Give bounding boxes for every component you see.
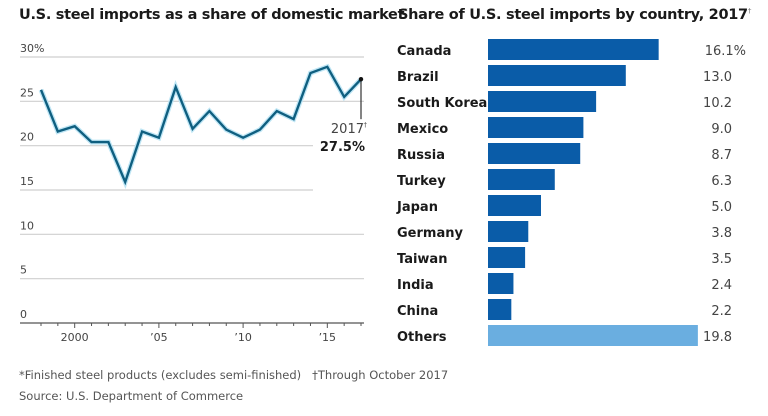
- bar-chart-title: Share of U.S. steel imports by country, …: [398, 7, 751, 23]
- bar: [488, 247, 526, 268]
- bar: [488, 91, 597, 112]
- bar-value-label: 2.2: [711, 304, 732, 319]
- bar-category-label: Turkey: [397, 174, 446, 189]
- bar-row: South Korea 10.2: [397, 91, 732, 112]
- line-chart-series: [38, 63, 363, 190]
- bar-category-label: Germany: [397, 226, 463, 241]
- line-chart-title-marker: *: [404, 7, 408, 16]
- line-chart-title: U.S. steel imports as a share of domesti…: [19, 7, 408, 23]
- y-tick-label: 30%: [20, 42, 44, 55]
- bar: [488, 117, 584, 138]
- bar-row: Germany 3.8: [397, 221, 732, 242]
- x-tick-label: 2000: [61, 331, 89, 344]
- bar-row: Mexico 9.0: [397, 117, 732, 138]
- y-tick-label: 0: [20, 308, 27, 321]
- line-series-path: [39, 65, 362, 186]
- bar-category-label: China: [397, 304, 438, 319]
- bar-category-label: Others: [397, 330, 447, 345]
- bar: [488, 273, 514, 294]
- bar-value-label: 19.8: [703, 330, 732, 345]
- bar: [488, 195, 541, 216]
- bar-value-label: 13.0: [703, 70, 732, 85]
- y-tick-label: 5: [20, 264, 27, 277]
- bar-row: Brazil 13.0: [397, 65, 732, 86]
- bar-category-label: Russia: [397, 148, 445, 163]
- line-chart-annotation: 2017 † 27.5%: [320, 76, 368, 155]
- bar: [488, 143, 581, 164]
- bar-chart-title-marker: †: [747, 7, 752, 16]
- y-tick-label: 25: [20, 86, 34, 99]
- source-note: Source: U.S. Department of Commerce: [19, 389, 244, 403]
- bar: [488, 325, 698, 346]
- bar-category-label: Japan: [396, 200, 438, 215]
- bar-row: Taiwan 3.5: [397, 247, 732, 268]
- bar-row: Others 19.8: [397, 325, 732, 346]
- footnote: *Finished steel products (excludes semi-…: [19, 368, 449, 382]
- line-chart-y-tick-labels: 0 5 10 15 20 25 30%: [20, 42, 44, 321]
- bar-value-label: 6.3: [711, 174, 732, 189]
- bar-row: Canada 16.1%: [397, 39, 746, 60]
- bar-value-label: 2.4: [711, 278, 732, 293]
- bar-row: Turkey 6.3: [397, 169, 732, 190]
- bar-category-label: Canada: [397, 44, 451, 59]
- bar-value-label: 9.0: [711, 122, 732, 137]
- y-tick-label: 20: [20, 131, 34, 144]
- bar-category-label: Brazil: [397, 70, 439, 85]
- y-tick-label: 10: [20, 219, 34, 232]
- x-tick-label: ’05: [150, 331, 168, 344]
- annotation-year: 2017: [331, 122, 364, 137]
- annotation-marker: †: [364, 121, 368, 129]
- bar-row: Russia 8.7: [397, 143, 732, 164]
- bar-row: India 2.4: [397, 273, 732, 294]
- bar-value-label: 3.5: [711, 252, 732, 267]
- bar: [488, 299, 512, 320]
- bar-category-label: Mexico: [397, 122, 448, 137]
- bar: [488, 169, 555, 190]
- bar: [488, 39, 659, 60]
- line-chart-gridlines: [20, 56, 364, 280]
- bar-row: Japan 5.0: [396, 195, 732, 216]
- bar-value-label: 10.2: [703, 96, 732, 111]
- line-chart-x-axis: 2000 ’05 ’10 ’15: [20, 322, 364, 344]
- bar-category-label: South Korea: [397, 96, 487, 111]
- bar-chart-title-text: Share of U.S. steel imports by country, …: [398, 7, 748, 23]
- bar-category-label: India: [397, 278, 434, 293]
- annotation-value: 27.5%: [320, 140, 365, 155]
- bar-chart-bars: Canada 16.1% Brazil 13.0 South Korea 10.2 Mexi…: [396, 39, 746, 346]
- bar-row: China 2.2: [397, 299, 732, 320]
- line-series-halo: [38, 63, 363, 190]
- line-chart-title-text: U.S. steel imports as a share of domesti…: [19, 7, 405, 23]
- bar-category-label: Taiwan: [397, 252, 447, 267]
- bar-value-label: 16.1%: [705, 44, 746, 59]
- x-tick-label: ’10: [234, 331, 252, 344]
- bar-value-label: 3.8: [711, 226, 732, 241]
- y-tick-label: 15: [20, 175, 34, 188]
- bar-value-label: 8.7: [711, 148, 732, 163]
- bar: [488, 65, 626, 86]
- annotation-dot: [358, 76, 364, 82]
- bar: [488, 221, 529, 242]
- x-tick-label: ’15: [319, 331, 337, 344]
- bar-value-label: 5.0: [711, 200, 732, 215]
